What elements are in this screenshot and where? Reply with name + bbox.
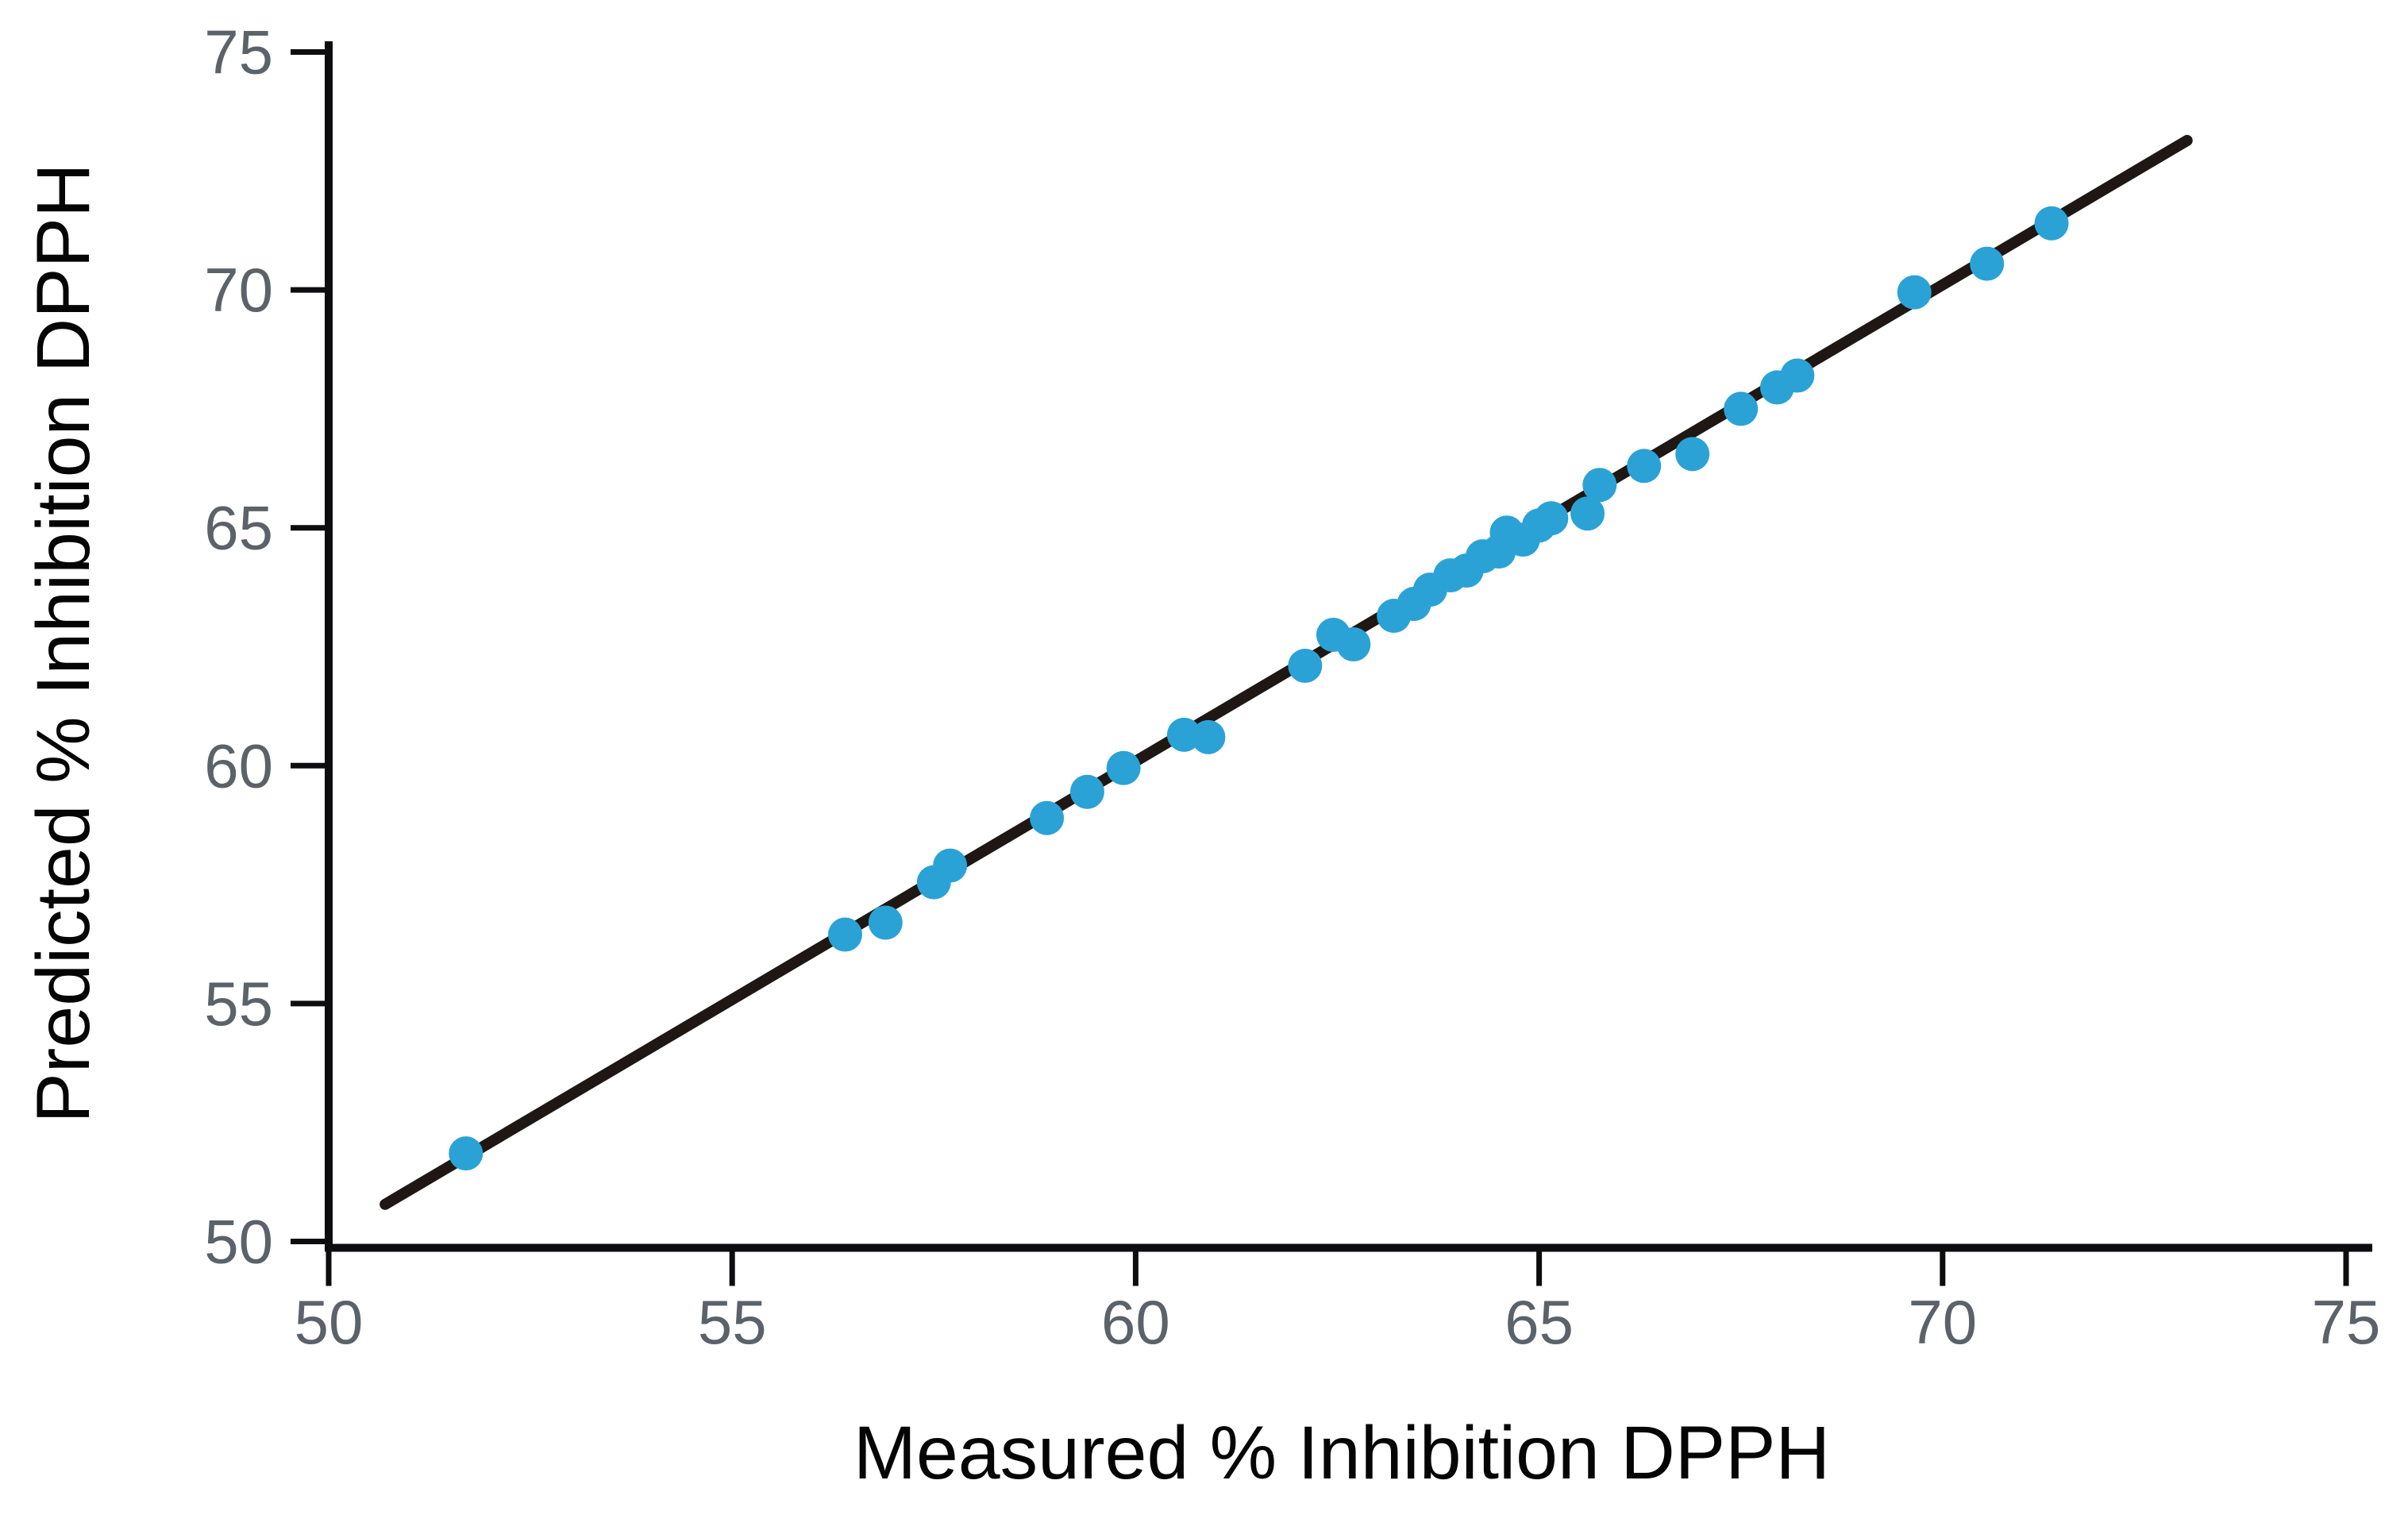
data-point (1724, 391, 1759, 426)
data-point (1675, 437, 1710, 472)
data-point (1534, 501, 1569, 536)
x-tick-label: 75 (2312, 1287, 2381, 1357)
scatter-points-layer (449, 206, 2069, 1171)
x-tick-label: 50 (295, 1287, 364, 1357)
data-point (1780, 358, 1815, 393)
y-tick-label: 65 (204, 493, 273, 563)
x-tick-label: 65 (1505, 1287, 1574, 1357)
data-point (1030, 800, 1065, 835)
y-tick-label: 60 (204, 731, 273, 800)
x-axis-title: Measured % Inhibition DPPH (853, 1411, 1830, 1495)
data-point (449, 1136, 484, 1171)
fit-line (380, 134, 2193, 1210)
data-point (933, 848, 968, 883)
data-point (1582, 468, 1617, 503)
data-point (1106, 750, 1141, 785)
y-tick-label: 70 (204, 255, 273, 325)
axes-layer: 50 55 60 65 70 75 50 55 60 65 70 75 (204, 17, 2380, 1358)
data-point (2034, 206, 2069, 241)
data-point (1288, 648, 1323, 683)
fit-line-layer (380, 134, 2193, 1210)
data-point (1191, 719, 1226, 754)
x-tick-label: 60 (1101, 1287, 1170, 1357)
y-tick-label: 55 (204, 969, 273, 1039)
data-point (1069, 774, 1104, 809)
x-tick-label: 70 (1908, 1287, 1977, 1357)
data-point (1627, 449, 1662, 484)
y-axis-title: Predicted % Inhibition DPPH (21, 163, 106, 1123)
data-point (1336, 627, 1371, 662)
data-point (1570, 496, 1605, 531)
y-tick-label: 50 (204, 1207, 273, 1277)
x-tick-label: 55 (698, 1287, 767, 1357)
data-point (1897, 275, 1932, 310)
data-point (1970, 246, 2005, 281)
data-point (827, 917, 862, 952)
data-point (868, 905, 903, 940)
y-tick-label: 75 (204, 17, 273, 87)
